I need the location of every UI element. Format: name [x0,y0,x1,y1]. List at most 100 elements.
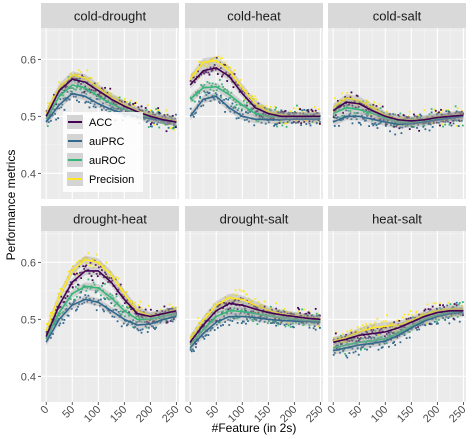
data-point [449,303,452,306]
data-point [349,109,352,112]
data-point [447,301,450,304]
data-point [247,320,249,322]
data-point [70,77,73,80]
data-point [408,321,411,323]
data-point [210,70,213,72]
data-point [196,94,198,97]
data-point [95,253,98,256]
data-point [78,284,80,287]
data-point [399,341,402,344]
data-point [299,112,301,115]
data-point [58,107,61,110]
data-point [377,348,380,351]
data-point [289,112,292,114]
data-point [382,119,385,121]
data-point [283,323,286,326]
data-point [156,315,159,317]
data-point [223,63,225,66]
data-point [374,340,377,343]
data-point [46,125,49,127]
data-point [54,317,56,320]
data-point [92,93,95,96]
data-point [425,116,428,119]
data-point [446,109,449,112]
data-point [172,126,175,129]
data-point [430,108,433,110]
data-point [420,313,423,316]
data-point [433,320,436,323]
data-point [248,313,250,316]
data-point [408,110,411,113]
data-point [114,308,117,311]
trend-line-ACC [332,101,464,122]
data-point [355,112,358,114]
data-point [59,98,62,101]
y-axis-title: Performance metrics [4,150,18,261]
data-point [366,111,368,114]
data-point [234,81,237,84]
data-point [199,97,202,99]
data-point [380,321,383,324]
data-point [212,63,215,66]
data-point [233,317,236,320]
data-point [286,312,289,315]
data-point [112,309,115,312]
data-point [155,312,157,315]
data-point [76,77,78,80]
data-point [422,123,425,126]
data-point [376,327,379,330]
data-point [116,97,119,99]
data-point [370,329,373,331]
data-point [87,294,90,297]
data-point [252,310,255,313]
data-point [116,301,119,304]
data-point [315,112,318,115]
data-point [64,280,67,283]
data-point [350,91,353,94]
data-point [123,98,126,100]
data-point [197,70,199,73]
data-point [141,316,144,319]
data-point [72,77,75,80]
data-point [86,69,89,72]
data-point [303,308,306,311]
data-point [317,325,320,328]
data-point [155,326,157,329]
data-point [276,310,279,313]
data-point [247,109,249,112]
data-point [349,330,352,332]
data-point [358,338,361,340]
data-point [80,87,82,90]
data-point [377,123,380,125]
data-point [170,117,173,120]
data-point [197,339,199,342]
data-point [383,327,386,329]
data-point [293,111,296,114]
data-point [96,275,99,278]
data-point [365,119,367,122]
data-point [432,122,435,125]
data-point [393,341,396,343]
data-point [384,320,387,323]
data-point [368,335,371,338]
data-point [138,108,141,111]
data-point [257,120,260,123]
data-point [293,317,296,320]
confidence-band-ACC [190,299,321,347]
data-point [360,346,363,348]
data-point [429,323,432,326]
data-point [369,323,372,325]
data-point [158,317,161,320]
data-point [93,103,96,106]
data-point [189,348,192,350]
data-point [66,90,69,93]
data-point [377,116,380,119]
confidence-band-auROC [46,282,177,344]
data-point [366,114,368,117]
data-point [214,68,217,71]
data-point [447,317,450,319]
data-point [77,273,79,276]
data-point [243,309,246,312]
data-point [82,265,85,268]
data-point [288,119,291,122]
